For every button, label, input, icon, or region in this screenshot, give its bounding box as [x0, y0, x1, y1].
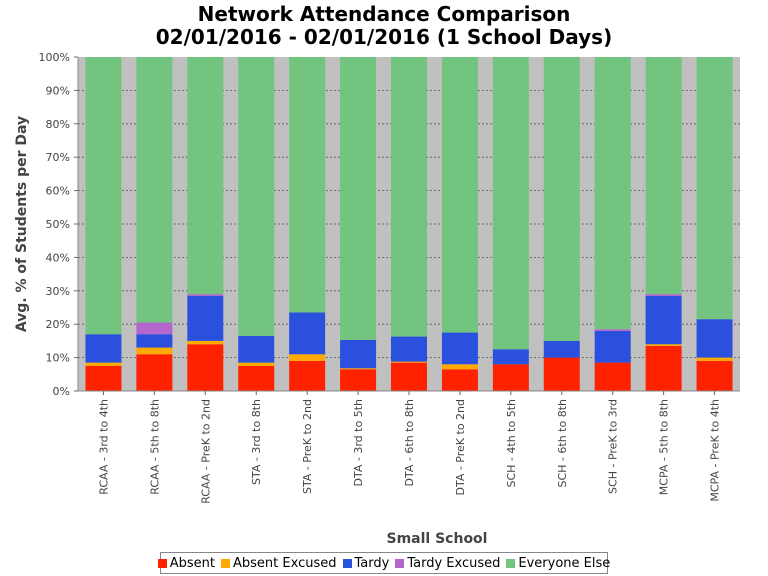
bar-segment: [289, 360, 326, 391]
bar-segment: [594, 329, 631, 331]
bar-segment: [238, 335, 275, 363]
bar-segment: [696, 360, 733, 391]
bar-segment: [136, 322, 173, 335]
y-tick-label: 70%: [46, 151, 70, 164]
x-tick-label: RCAA - 3rd to 4th: [97, 399, 110, 495]
x-tick-label: STA - PreK to 2nd: [301, 399, 314, 494]
bar-segment: [136, 347, 173, 355]
x-tick-label: DTA - 3rd to 5th: [352, 399, 365, 486]
x-tick-label: SCH - 4th to 5th: [505, 399, 518, 488]
legend-swatch: [395, 558, 405, 568]
bar-segment: [645, 295, 682, 345]
bar-segment: [340, 339, 377, 369]
bar-segment: [340, 368, 377, 370]
legend-swatch: [221, 558, 231, 568]
legend-label: Tardy Excused: [407, 555, 501, 571]
bar-segment: [441, 57, 478, 333]
legend-label: Everyone Else: [518, 555, 611, 571]
bar-segment: [696, 57, 733, 320]
legend-item: Everyone Else: [506, 556, 610, 571]
x-tick-label: SCH - 6th to 8th: [556, 399, 569, 488]
bar-segment: [645, 344, 682, 346]
legend-item: Absent Excused: [221, 555, 337, 571]
bar-segment: [645, 294, 682, 296]
x-tick-label: MCPA - 5th to 8th: [658, 399, 671, 495]
bar-segment: [391, 57, 427, 337]
bar-segment: [543, 357, 580, 391]
bar-segment: [696, 319, 733, 358]
bar-segment: [187, 57, 224, 295]
bar-segment: [340, 369, 377, 391]
bar-segment: [187, 344, 224, 391]
legend-swatch: [342, 558, 352, 568]
x-tick-label: DTA - PreK to 2nd: [454, 399, 467, 496]
bar-segment: [238, 365, 275, 391]
y-tick-label: 50%: [46, 218, 70, 231]
bar-segment: [391, 362, 427, 391]
bar-segment: [136, 334, 173, 348]
y-axis-title: Avg. % of Students per Day: [14, 116, 30, 332]
bar-segment: [492, 364, 529, 391]
y-tick-label: 90%: [46, 84, 70, 97]
bar-segment: [594, 57, 631, 330]
bar-segment: [289, 354, 326, 361]
x-tick-label: STA - 3rd to 8th: [250, 399, 263, 485]
bar-segment: [645, 57, 682, 295]
x-tick-label: DTA - 6th to 8th: [403, 399, 416, 486]
x-tick-label: RCAA - PreK to 2nd: [199, 399, 212, 504]
legend-label: Absent: [169, 555, 216, 571]
bar-segment: [441, 332, 478, 365]
y-tick-label: 80%: [46, 118, 70, 131]
y-tick-label: 10%: [46, 352, 70, 365]
bar-segment: [492, 57, 529, 350]
bar-segment: [594, 362, 631, 391]
bar-segment: [543, 340, 580, 358]
y-tick-label: 40%: [46, 251, 70, 264]
bar-segment: [696, 357, 733, 361]
x-tick-label: RCAA - 5th to 8th: [148, 399, 161, 495]
x-tick-label: SCH - PreK to 3rd: [607, 399, 620, 494]
bar-segment: [492, 349, 529, 365]
bar-segment: [136, 57, 173, 323]
y-tick-label: 60%: [46, 185, 70, 198]
bar-segment: [391, 336, 427, 362]
legend-swatch: [157, 558, 167, 568]
x-axis-title: Small School: [387, 531, 488, 547]
bar-segment: [289, 312, 326, 355]
bar-segment: [594, 330, 631, 363]
bar-segment: [85, 57, 122, 335]
bar-segment: [441, 369, 478, 391]
legend-label: Tardy: [354, 555, 390, 571]
bar-segment: [289, 57, 326, 313]
legend-swatch: [506, 558, 516, 568]
y-tick-label: 20%: [46, 318, 70, 331]
bar-segment: [238, 362, 275, 366]
bar-segment: [85, 334, 122, 363]
bar-segment: [187, 295, 224, 341]
legend-item: Tardy: [342, 555, 390, 571]
bar-segment: [136, 354, 173, 391]
y-tick-label: 30%: [46, 285, 70, 298]
x-tick-label: MCPA - PreK to 4th: [709, 399, 722, 502]
bar-segment: [543, 57, 580, 341]
bar-segment: [187, 294, 224, 296]
bar-segment: [340, 57, 377, 340]
bar-segment: [441, 364, 478, 370]
bar-segment: [391, 361, 427, 363]
legend-item: Absent: [157, 555, 216, 571]
chart-subtitle: 02/01/2016 - 02/01/2016 (1 School Days): [155, 25, 613, 49]
chart-title: Network Attendance Comparison: [197, 2, 571, 26]
legend-label: Absent Excused: [233, 555, 337, 571]
bar-segment: [238, 57, 275, 336]
bar-segment: [85, 365, 122, 391]
bar-segment: [187, 340, 224, 345]
legend-item: Tardy Excused: [395, 556, 500, 571]
y-tick-label: 100%: [39, 51, 70, 64]
bar-segment: [645, 345, 682, 391]
y-tick-label: 0%: [53, 385, 70, 398]
bar-segment: [85, 362, 122, 366]
legend: Absent Absent Excused Tardy Tardy Excused Ev…: [157, 552, 610, 574]
